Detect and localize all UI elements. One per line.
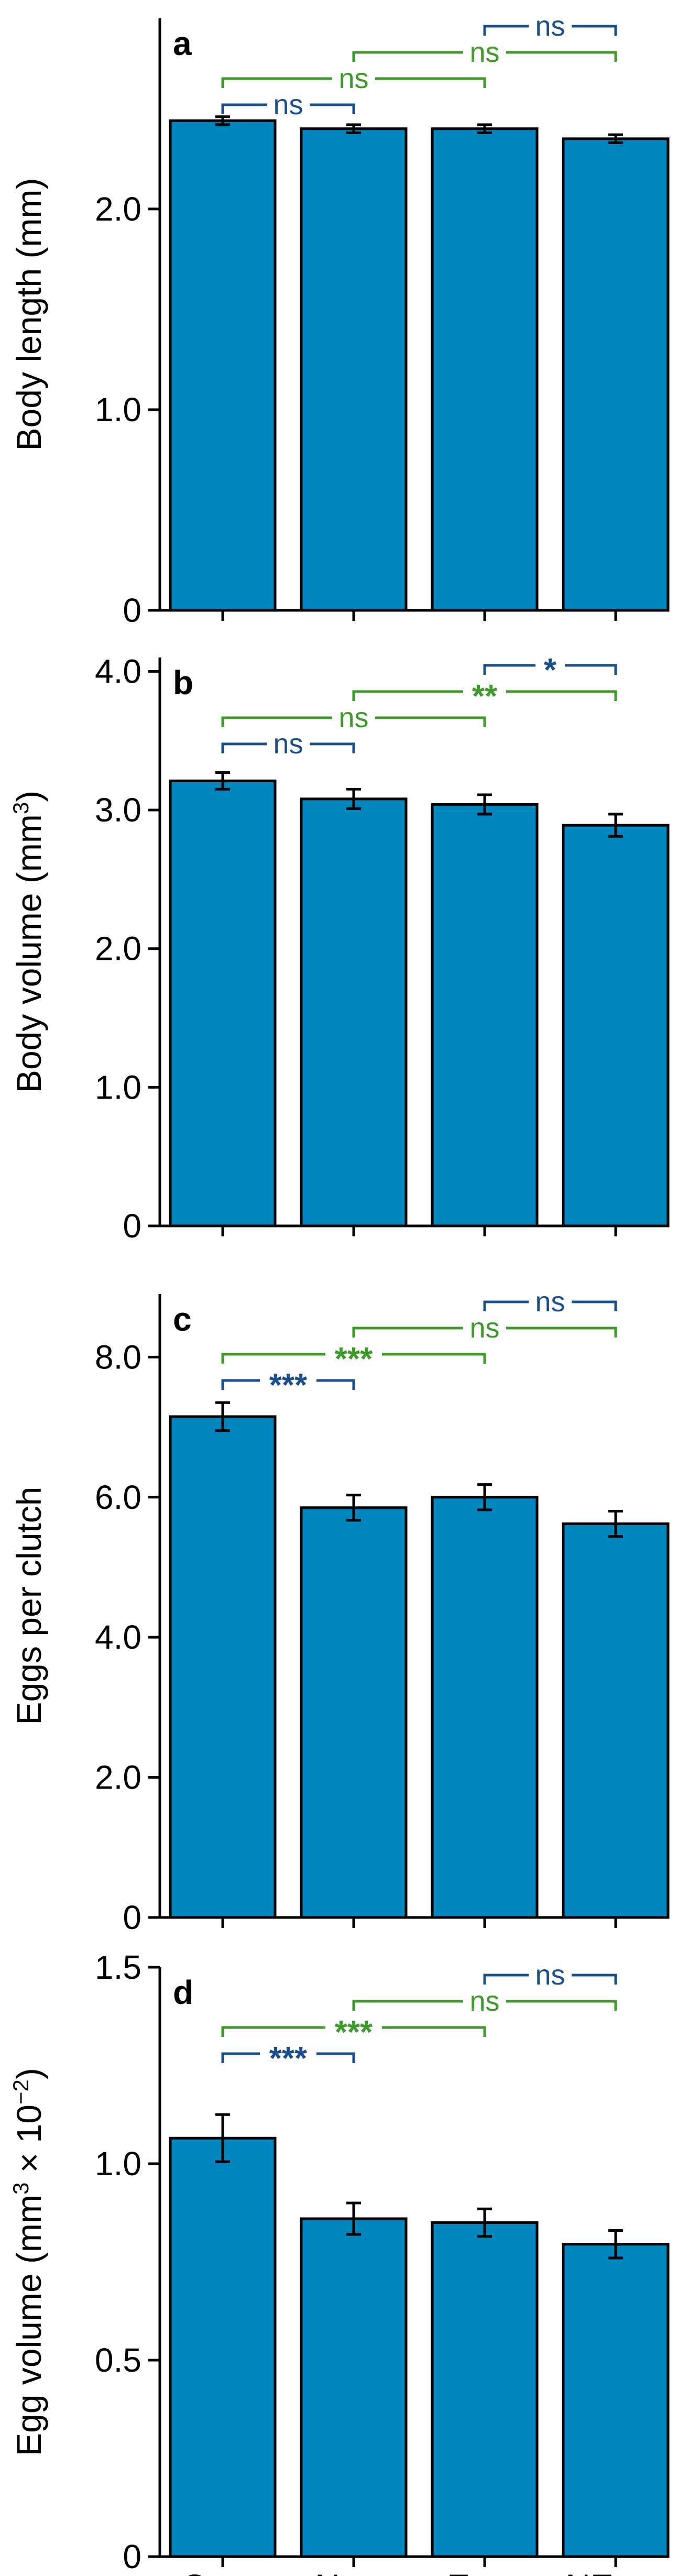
y-tick-label-d-2: 1.0 xyxy=(95,2145,141,2183)
bar-d-1 xyxy=(300,2217,408,2558)
significance-label-a-1: ns xyxy=(338,63,368,94)
y-tick-label-b-1: 1.0 xyxy=(95,1068,141,1106)
significance-label-c-2: ns xyxy=(469,1312,499,1344)
x-category-main: NE xyxy=(565,2567,614,2576)
y-axis-title-c: Eggs per clutch xyxy=(9,1487,48,1725)
bar-d-2 xyxy=(431,2221,539,2558)
y-tick-label-a-1: 1.0 xyxy=(95,391,141,429)
bar-d-3 xyxy=(562,2243,670,2558)
y-axis-title-superscript: 3 xyxy=(8,2183,33,2195)
panel-label-b: b xyxy=(173,664,193,701)
y-axis-title-b: Body volume (mm3) xyxy=(8,791,48,1093)
significance-label-a-3: ns xyxy=(535,10,565,42)
significance-label-c-0: *** xyxy=(269,1367,308,1404)
y-axis-title-main: Egg volume (mm xyxy=(9,2195,48,2456)
significance-label-c-1: *** xyxy=(335,1341,373,1377)
x-category-main: Cont. xyxy=(181,2567,264,2576)
significance-bracket-a-3 xyxy=(483,25,617,36)
y-tick-label-b-3: 3.0 xyxy=(95,791,141,829)
y-axis-title-tail: × 10 xyxy=(9,2104,48,2183)
y-axis-title-superscript: 3 xyxy=(8,802,33,814)
significance-bracket-d-2 xyxy=(352,2000,617,2011)
significance-label-a-2: ns xyxy=(469,37,499,68)
bar-b-2 xyxy=(431,803,539,1227)
significance-label-c-3: ns xyxy=(535,1286,565,1318)
y-axis-title-a: Body length (mm) xyxy=(9,178,48,451)
bar-a-0 xyxy=(169,119,277,612)
significance-label-b-0: ns xyxy=(273,728,303,760)
significance-label-d-1: *** xyxy=(335,2014,373,2051)
y-tick-label-a-2: 2.0 xyxy=(95,190,141,228)
y-tick-label-b-2: 2.0 xyxy=(95,930,141,968)
bar-c-3 xyxy=(562,1522,670,1919)
significance-label-b-1: ns xyxy=(338,702,368,733)
significance-bracket-c-3 xyxy=(483,1300,617,1311)
y-tick-label-d-1: 0.5 xyxy=(95,2341,141,2379)
chart-panel-c: 0 2.0 4.0 6.0 8.0 Eggs per clutch c *** *** ns ns xyxy=(9,1286,670,1936)
chart-panel-a: 0 1.0 2.0 Body length (mm) a ns ns ns ns xyxy=(9,10,670,629)
panel-label-d: d xyxy=(173,1974,193,2011)
x-category-main: E xyxy=(447,2567,470,2576)
y-tick-label-d-3: 1.5 xyxy=(95,1948,141,1986)
bar-c-0 xyxy=(169,1415,277,1919)
chart-panel-d: 0 0.5 1.0 1.5 Egg volume (mm3 × 10−2) d *** ***… xyxy=(8,1948,670,2576)
bar-b-1 xyxy=(300,797,408,1227)
significance-label-d-3: ns xyxy=(535,1959,565,1991)
y-tick-label-c-1: 2.0 xyxy=(95,1759,141,1796)
y-tick-label-d-0: 0 xyxy=(123,2538,141,2575)
x-category-label-1: Nmean xyxy=(315,2567,392,2576)
significance-bracket-b-3 xyxy=(483,664,617,675)
x-category-label-3: NEmean xyxy=(565,2567,666,2576)
significance-bracket-b-1 xyxy=(221,716,486,727)
bar-d-0 xyxy=(169,2136,277,2558)
significance-bracket-d-0 xyxy=(221,2052,355,2063)
significance-label-d-0: *** xyxy=(269,2041,308,2077)
significance-bracket-c-1 xyxy=(221,1353,486,1364)
significance-bracket-c-2 xyxy=(352,1327,617,1338)
x-category-label-0: Cont. xyxy=(181,2567,264,2576)
y-axis-title-superscript-2: −2 xyxy=(8,2079,33,2104)
panel-label-a: a xyxy=(173,25,192,62)
y-axis-title-d: Egg volume (mm3 × 10−2) xyxy=(8,2068,48,2456)
y-tick-label-c-0: 0 xyxy=(123,1899,141,1936)
significance-bracket-b-0 xyxy=(221,742,355,753)
y-axis-title-main: Eggs per clutch xyxy=(9,1487,48,1725)
panel-label-c: c xyxy=(173,1300,192,1338)
significance-bracket-b-2 xyxy=(352,690,617,701)
y-tick-label-c-4: 8.0 xyxy=(95,1338,141,1376)
significance-label-d-2: ns xyxy=(469,1986,499,2017)
significance-bracket-c-0 xyxy=(221,1379,355,1390)
y-axis-title-main: Body volume (mm xyxy=(9,814,48,1093)
y-tick-label-a-0: 0 xyxy=(123,591,141,629)
significance-label-b-3: * xyxy=(544,652,557,688)
y-tick-label-b-0: 0 xyxy=(123,1207,141,1245)
bar-c-1 xyxy=(300,1506,408,1919)
significance-label-b-2: ** xyxy=(472,678,498,715)
y-tick-label-c-2: 4.0 xyxy=(95,1618,141,1656)
y-tick-label-c-3: 6.0 xyxy=(95,1478,141,1516)
bar-a-2 xyxy=(431,127,539,612)
y-axis-title-tail: ) xyxy=(9,791,48,802)
x-category-label-2: Emean xyxy=(447,2567,522,2576)
bar-b-0 xyxy=(169,780,277,1227)
bar-b-3 xyxy=(562,824,670,1227)
significance-bracket-a-0 xyxy=(221,103,355,114)
bar-a-3 xyxy=(562,137,670,612)
bar-a-1 xyxy=(300,127,408,612)
significance-bracket-d-3 xyxy=(483,1974,617,1985)
significance-bracket-d-1 xyxy=(221,2026,486,2037)
significance-label-a-0: ns xyxy=(273,89,303,120)
x-category-main: N xyxy=(315,2567,340,2576)
y-axis-title-tail-2: ) xyxy=(9,2068,48,2079)
significance-bracket-a-1 xyxy=(221,77,486,88)
y-axis-title-main: Body length (mm) xyxy=(9,178,48,451)
bar-c-2 xyxy=(431,1496,539,1919)
significance-bracket-a-2 xyxy=(352,51,617,62)
y-tick-label-b-4: 4.0 xyxy=(95,652,141,690)
